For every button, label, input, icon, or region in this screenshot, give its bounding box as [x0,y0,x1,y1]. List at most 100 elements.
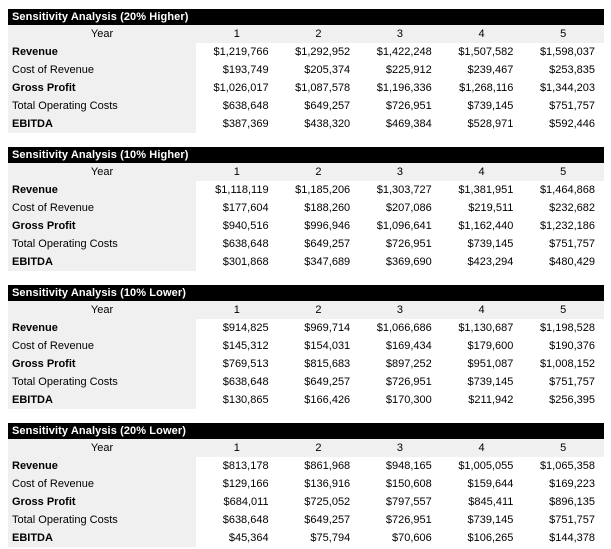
value-cell: $188,260 [277,199,360,217]
value-cell: $797,557 [359,493,441,511]
value-cell: $684,011 [196,493,278,511]
value-cell: $1,464,868 [522,181,604,199]
value-cell: $1,303,727 [359,181,441,199]
value-cell: $726,951 [359,97,441,115]
row-label: Total Operating Costs [8,373,196,391]
value-cell: $725,052 [277,493,360,511]
value-cell: $751,757 [522,235,604,253]
value-cell: $1,507,582 [440,43,523,61]
value-cell: $1,008,152 [522,355,604,373]
value-cell: $154,031 [277,337,360,355]
value-cell: $769,513 [196,355,278,373]
value-cell: $253,835 [522,61,604,79]
value-cell: $739,145 [440,373,523,391]
table-row: EBITDA $301,868 $347,689 $369,690 $423,294 $4… [8,253,604,271]
table-row: Total Operating Costs $638,648 $649,257 $72… [8,373,604,391]
value-cell: $751,757 [522,373,604,391]
tables-container: Sensitivity Analysis (20% Higher) Year 1… [8,9,604,547]
value-cell: $914,825 [196,319,278,337]
row-label: Gross Profit [8,79,196,97]
table-row: Revenue $914,825 $969,714 $1,066,686 $1,130,… [8,319,604,337]
table-title: Sensitivity Analysis (10% Higher) [12,149,189,161]
value-cell: $1,292,952 [277,43,360,61]
row-label: EBITDA [8,115,196,133]
value-cell: $815,683 [277,355,360,373]
value-cell: $897,252 [359,355,441,373]
year-column-header: 3 [359,439,441,457]
sensitivity-table-block: Sensitivity Analysis (20% Higher) Year 1… [8,9,604,133]
value-cell: $207,086 [359,199,441,217]
year-column-header: 2 [277,301,360,319]
value-cell: $145,312 [196,337,278,355]
table-row: Total Operating Costs $638,648 $649,257 $72… [8,235,604,253]
value-cell: $1,422,248 [359,43,441,61]
row-label: Revenue [8,43,196,61]
value-cell: $480,429 [522,253,604,271]
table-row: EBITDA $45,364 $75,794 $70,606 $106,265 $144,… [8,529,604,547]
value-cell: $649,257 [277,373,360,391]
value-cell: $166,426 [277,391,360,409]
value-cell: $129,166 [196,475,278,493]
row-label: EBITDA [8,253,196,271]
value-cell: $751,757 [522,97,604,115]
value-cell: $159,644 [440,475,523,493]
row-label: Total Operating Costs [8,235,196,253]
year-column-header: 3 [359,163,441,181]
year-column-header: 4 [440,163,523,181]
value-cell: $1,066,686 [359,319,441,337]
row-label: Revenue [8,181,196,199]
sensitivity-table-block: Sensitivity Analysis (10% Higher) Year 1… [8,147,604,271]
value-cell: $592,446 [522,115,604,133]
year-column-header: 3 [359,25,441,43]
value-cell: $940,516 [196,217,278,235]
row-label: Gross Profit [8,493,196,511]
table-row: Gross Profit $684,011 $725,052 $797,557 $845… [8,493,604,511]
value-cell: $649,257 [277,511,360,529]
value-cell: $75,794 [277,529,360,547]
value-cell: $232,682 [522,199,604,217]
value-cell: $130,865 [196,391,278,409]
row-label: Total Operating Costs [8,511,196,529]
value-cell: $1,087,578 [277,79,360,97]
value-cell: $239,467 [440,61,523,79]
value-cell: $136,916 [277,475,360,493]
value-cell: $211,942 [440,391,523,409]
value-cell: $951,087 [440,355,523,373]
table-row: Cost of Revenue $129,166 $136,916 $150,608 $… [8,475,604,493]
table-row: EBITDA $130,865 $166,426 $170,300 $211,942 $2… [8,391,604,409]
table-row: Cost of Revenue $145,312 $154,031 $169,434 $… [8,337,604,355]
value-cell: $1,185,206 [277,181,360,199]
value-cell: $150,608 [359,475,441,493]
value-cell: $1,198,528 [522,319,604,337]
value-cell: $1,196,336 [359,79,441,97]
year-column-header: 2 [277,439,360,457]
value-cell: $387,369 [196,115,278,133]
value-cell: $739,145 [440,511,523,529]
value-cell: $1,096,641 [359,217,441,235]
value-cell: $1,381,951 [440,181,523,199]
table-row: EBITDA $387,369 $438,320 $469,384 $528,971 $5… [8,115,604,133]
table-row: Gross Profit $940,516 $996,946 $1,096,641 $1… [8,217,604,235]
value-cell: $896,135 [522,493,604,511]
year-row-label: Year [8,301,196,319]
year-column-header: 4 [440,439,523,457]
value-cell: $528,971 [440,115,523,133]
year-row-label: Year [8,163,196,181]
table-title-bar: Sensitivity Analysis (20% Higher) [8,9,604,25]
table-title-bar: Sensitivity Analysis (10% Higher) [8,147,604,163]
value-cell: $70,606 [359,529,441,547]
value-cell: $1,232,186 [522,217,604,235]
row-label: Cost of Revenue [8,61,196,79]
row-label: EBITDA [8,391,196,409]
value-cell: $177,604 [196,199,278,217]
row-label: Cost of Revenue [8,337,196,355]
table-title: Sensitivity Analysis (20% Lower) [12,425,186,437]
year-column-header: 2 [277,25,360,43]
table-row: Gross Profit $1,026,017 $1,087,578 $1,196,3… [8,79,604,97]
value-cell: $638,648 [196,235,278,253]
